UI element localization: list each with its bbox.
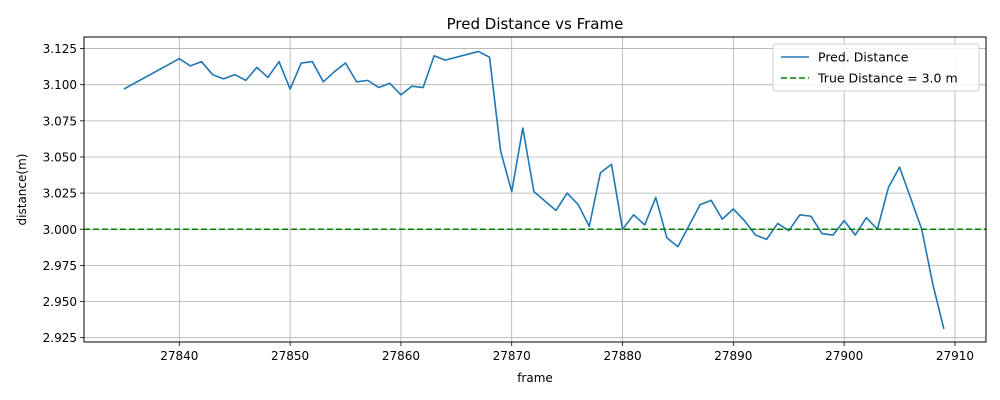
series-layer [84, 50, 986, 330]
y-axis-title: distance(m) [15, 154, 29, 226]
y-tick-label: 2.925 [43, 331, 77, 345]
y-tick-label: 3.050 [43, 150, 77, 164]
y-tick-label: 3.100 [43, 78, 77, 92]
legend-box [772, 43, 980, 92]
x-tick-label: 27860 [382, 349, 420, 363]
plot-frame [83, 36, 987, 343]
x-tick-label: 27890 [714, 349, 752, 363]
x-tick-label: 27900 [825, 349, 863, 363]
pred-distance-line [123, 50, 945, 330]
legend: Pred. Distance True Distance = 3.0 m [772, 43, 980, 92]
y-tick-label: 3.125 [43, 42, 77, 56]
y-tick-label: 3.075 [43, 114, 77, 128]
x-tick-label: 27870 [493, 349, 531, 363]
chart-title: Pred Distance vs Frame [447, 15, 624, 33]
x-axis-title: frame [517, 371, 553, 385]
y-tick-label: 3.000 [43, 223, 77, 237]
legend-label: True Distance = 3.0 m [817, 71, 958, 86]
legend-label: Pred. Distance [818, 50, 909, 65]
y-tick-label: 2.950 [43, 295, 77, 309]
y-tick-label: 3.025 [43, 187, 77, 201]
x-tick-label: 27850 [271, 349, 309, 363]
tick-layer: 27840 27850 27860 27870 27880 27890 27900 27910… [43, 42, 974, 363]
x-tick-label: 27840 [160, 349, 198, 363]
y-tick-label: 2.975 [43, 259, 77, 273]
x-tick-label: 27910 [936, 349, 974, 363]
x-tick-label: 27880 [603, 349, 641, 363]
